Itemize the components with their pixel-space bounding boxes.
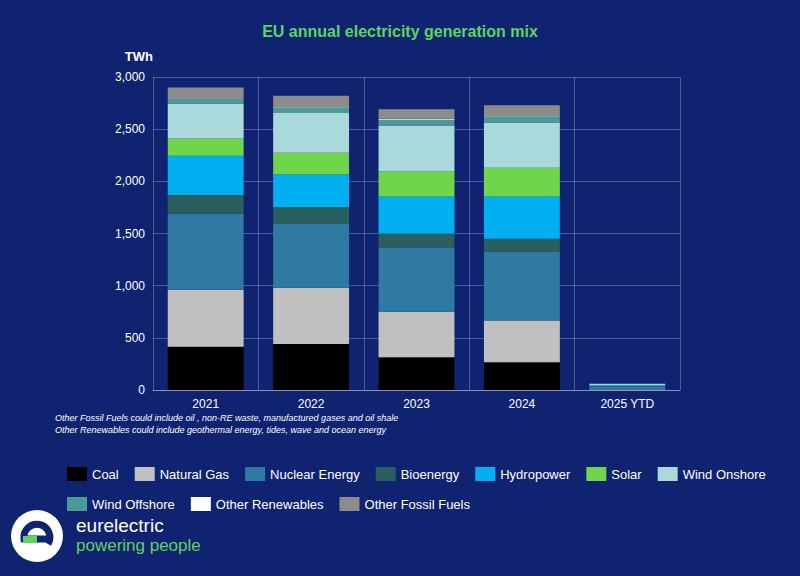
html-text:eurelectric: eurelectric: [76, 515, 164, 536]
svg-text:2023: 2023: [403, 397, 430, 411]
svg-text:2,500: 2,500: [115, 122, 145, 136]
svg-text:2022: 2022: [298, 397, 325, 411]
svg-text:Wind Offshore: Wind Offshore: [92, 497, 175, 512]
html-text:powering people: powering people: [76, 536, 201, 555]
svg-text:1,500: 1,500: [115, 227, 145, 241]
svg-text:1,000: 1,000: [115, 279, 145, 293]
svg-text:Nuclear Energy: Nuclear Energy: [270, 467, 360, 482]
svg-text:Bioenergy: Bioenergy: [401, 467, 460, 482]
svg-text:0: 0: [138, 383, 145, 397]
svg-text:3,000: 3,000: [115, 70, 145, 84]
svg-text:Other Renewables: Other Renewables: [216, 497, 324, 512]
svg-text:Other Renewables could include: Other Renewables could include geotherma…: [55, 425, 387, 435]
svg-text:EU annual electricity generati: EU annual electricity generation mix: [262, 23, 538, 40]
svg-text:TWh: TWh: [125, 49, 153, 64]
svg-text:Coal: Coal: [92, 467, 119, 482]
svg-text:2024: 2024: [509, 397, 536, 411]
svg-text:Natural Gas: Natural Gas: [160, 467, 230, 482]
svg-text:2,000: 2,000: [115, 174, 145, 188]
svg-text:Wind Onshore: Wind Onshore: [683, 467, 766, 482]
svg-text:Other Fossil Fuels could inclu: Other Fossil Fuels could include oil , n…: [55, 413, 398, 423]
svg-text:Solar: Solar: [611, 467, 642, 482]
svg-text:2025 YTD: 2025 YTD: [600, 397, 654, 411]
svg-text:2021: 2021: [192, 397, 219, 411]
svg-text:500: 500: [125, 331, 145, 345]
svg-text:Hydropower: Hydropower: [500, 467, 571, 482]
svg-text:Other Fossil Fuels: Other Fossil Fuels: [365, 497, 471, 512]
